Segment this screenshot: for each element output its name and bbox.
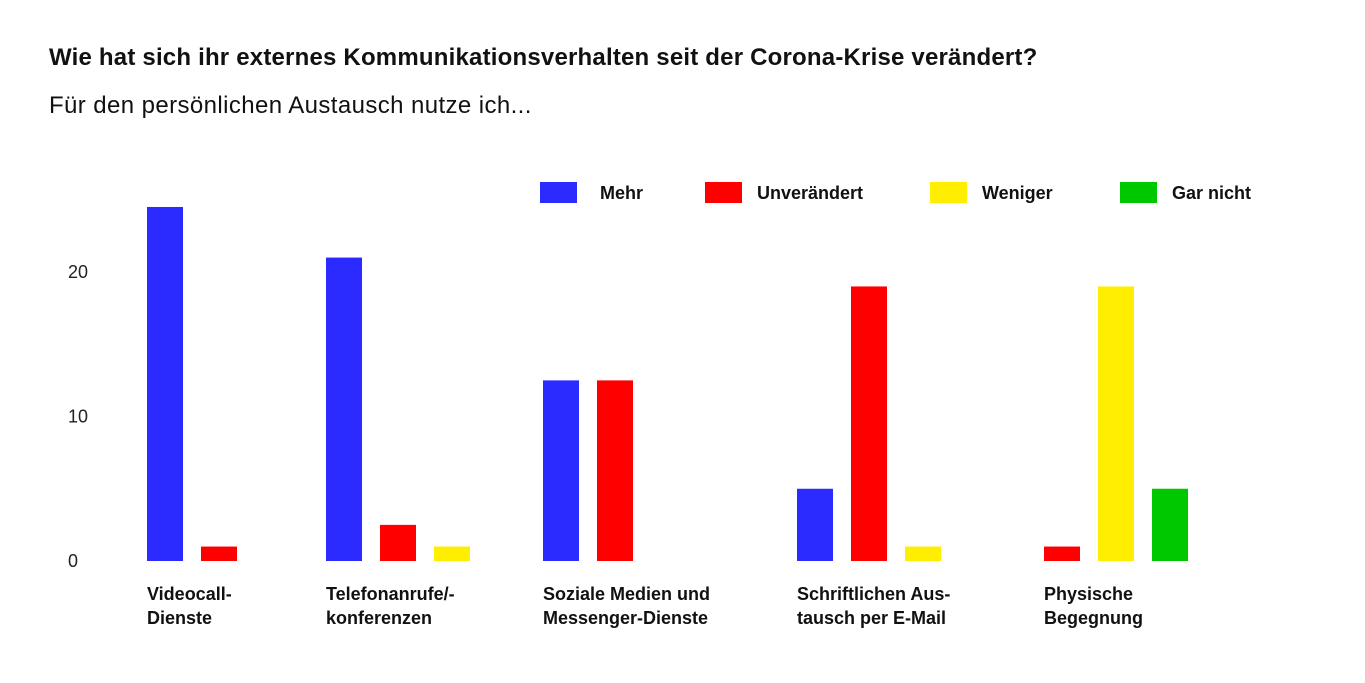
category-label: Schriftlichen Aus- [797,584,950,604]
y-tick-label: 10 [68,407,88,427]
category-label: Physische [1044,584,1133,604]
bar-weniger [434,546,470,561]
y-tick-label: 0 [68,551,78,571]
legend-swatch [705,182,742,203]
bar-mehr [147,206,183,561]
category-label: konferenzen [326,608,432,628]
category-label: Messenger-Dienste [543,608,708,628]
category-label: Dienste [147,608,212,628]
bar-mehr [797,488,833,561]
legend-swatch [1120,182,1157,203]
bar-unver-ndert [1044,546,1080,561]
bar-mehr [543,380,579,561]
category-label: Begegnung [1044,608,1143,628]
y-tick-label: 20 [68,262,88,282]
legend-swatch [540,182,577,203]
legend-label: Mehr [600,183,643,203]
category-label: tausch per E-Mail [797,608,946,628]
legend-label: Unverändert [757,183,863,203]
bar-unver-ndert [380,524,416,561]
chart-title: Wie hat sich ihr externes Kommunikations… [49,44,1038,71]
category-label: Videocall- [147,584,232,604]
bar-weniger [905,546,941,561]
legend-label: Gar nicht [1172,183,1251,203]
bar-unver-ndert [597,380,633,561]
bar-unver-ndert [201,546,237,561]
chart-subtitle: Für den persönlichen Austausch nutze ich… [49,92,532,119]
category-label: Telefonanrufe/- [326,584,455,604]
category-label: Soziale Medien und [543,584,710,604]
bar-mehr [326,257,362,561]
legend-swatch [930,182,967,203]
bar-gar-nicht [1152,488,1188,561]
bar-weniger [1098,286,1134,561]
legend-label: Weniger [982,183,1053,203]
bar-unver-ndert [851,286,887,561]
